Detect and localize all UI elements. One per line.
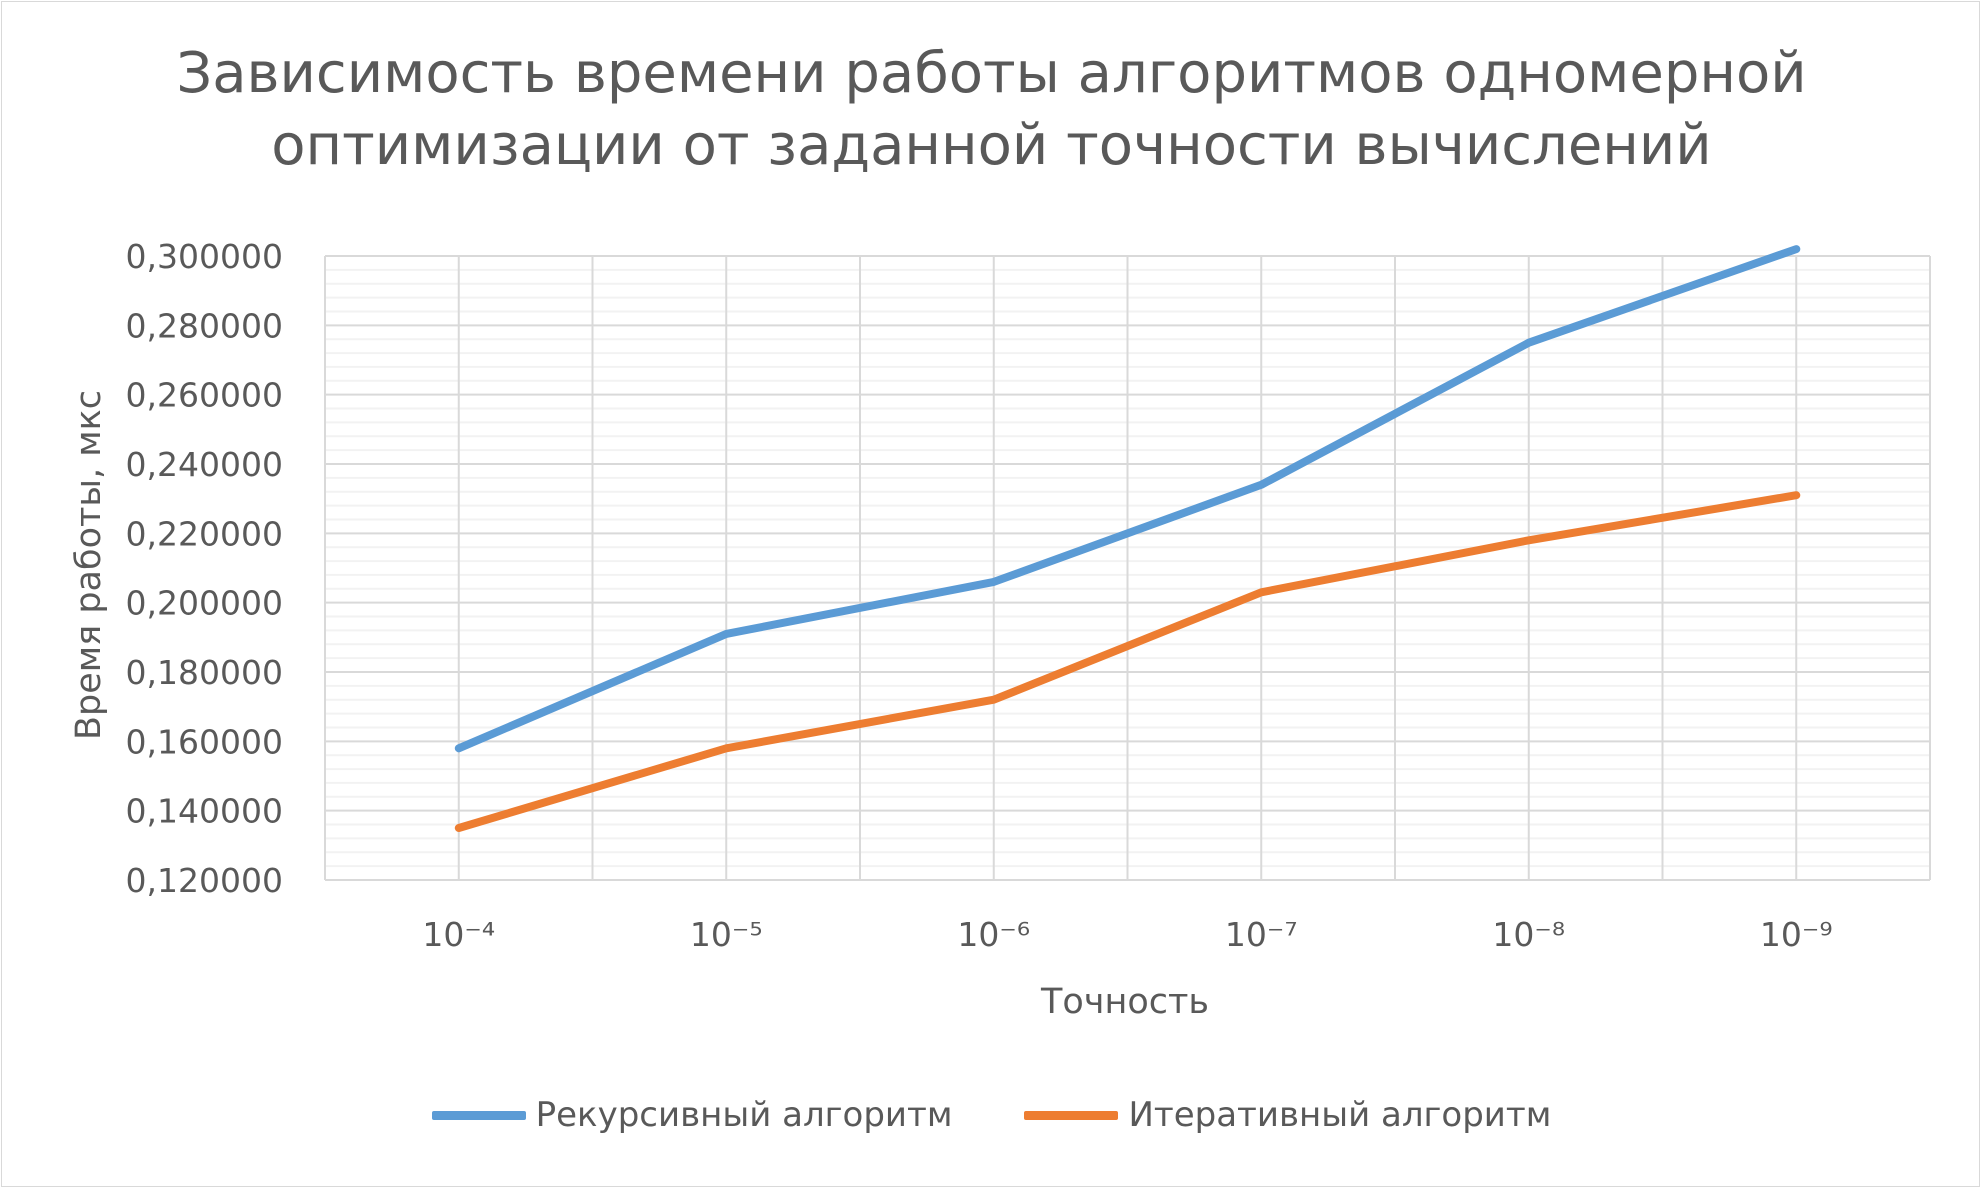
y-tick-label: 0,240000 xyxy=(126,445,283,484)
series-lines xyxy=(454,245,1801,832)
x-tick-label: 10⁻⁸ xyxy=(1492,915,1565,954)
major-gridlines xyxy=(324,255,1931,881)
x-tick-label: 10⁻⁷ xyxy=(1225,915,1298,954)
x-tick-label: 10⁻⁶ xyxy=(957,915,1030,954)
legend-item-iterative[interactable]: Итеративный алгоритм xyxy=(1024,1095,1551,1135)
legend-label-iterative: Итеративный алгоритм xyxy=(1128,1095,1552,1135)
y-axis-title: Время работы, мкс xyxy=(69,390,109,740)
x-tick-label: 10⁻⁹ xyxy=(1760,915,1833,954)
legend-swatch-iterative xyxy=(1024,1110,1119,1120)
y-tick-label: 0,220000 xyxy=(126,514,283,553)
legend-label-recursive: Рекурсивный алгоритм xyxy=(535,1095,953,1135)
y-tick-label: 0,260000 xyxy=(126,376,283,415)
y-tick-label: 0,200000 xyxy=(126,584,283,623)
y-tick-label: 0,120000 xyxy=(126,861,283,900)
chart-title: Зависимость времени работы алгоритмов од… xyxy=(0,38,1983,182)
series-line-0 xyxy=(454,245,1801,753)
chart-title-line-1: Зависимость времени работы алгоритмов од… xyxy=(176,41,1807,106)
x-axis-title: Точность xyxy=(1040,982,1209,1022)
x-tick-label: 10⁻⁴ xyxy=(422,915,495,954)
legend-swatch-recursive xyxy=(431,1110,526,1120)
y-tick-label: 0,180000 xyxy=(126,653,283,692)
x-axis-tick-labels: 10⁻⁴ 10⁻⁵ 10⁻⁶ 10⁻⁷ 10⁻⁸ 10⁻⁹ xyxy=(422,915,1832,954)
chart-title-line-2: оптимизации от заданной точности вычисле… xyxy=(271,113,1712,178)
y-axis-tick-labels: 0,120000 0,140000 0,160000 0,180000 0,200000… xyxy=(126,237,283,900)
y-tick-label: 0,140000 xyxy=(126,792,283,831)
y-tick-label: 0,280000 xyxy=(126,306,283,345)
legend: Рекурсивный алгоритм Итеративный алгорит… xyxy=(0,1095,1983,1135)
y-tick-label: 0,300000 xyxy=(126,237,283,276)
y-tick-label: 0,160000 xyxy=(126,722,283,761)
legend-item-recursive[interactable]: Рекурсивный алгоритм xyxy=(431,1095,953,1135)
x-tick-label: 10⁻⁵ xyxy=(690,915,763,954)
series-line-1 xyxy=(454,491,1801,832)
